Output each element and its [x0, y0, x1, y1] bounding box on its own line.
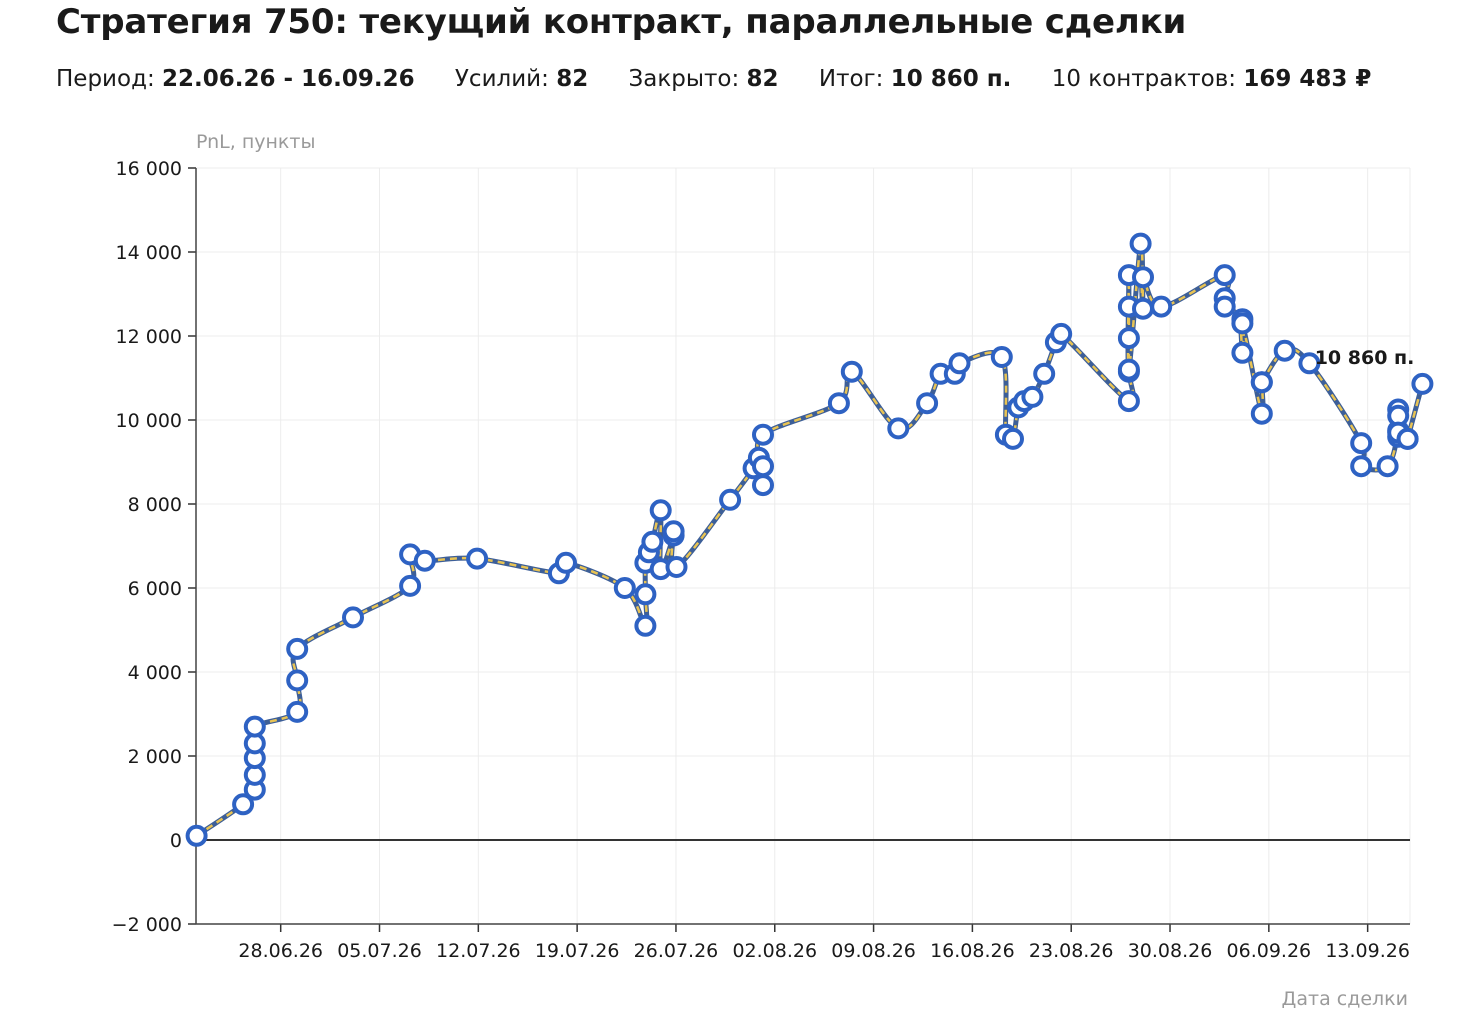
- stat-total-label: Итог:: [818, 66, 884, 92]
- data-point: [719, 488, 742, 511]
- data-point: [555, 551, 577, 574]
- y-tick-label: 8 000: [128, 494, 182, 516]
- data-point: [232, 793, 255, 816]
- stat-closed: Закрыто: 82: [629, 66, 779, 92]
- page-title: Стратегия 750: текущий контракт, паралле…: [56, 2, 1187, 42]
- data-point: [752, 474, 774, 497]
- stat-contracts: 10 контрактов: 169 483 ₽: [1052, 66, 1372, 92]
- y-tick-label: 0: [170, 830, 182, 852]
- y-tick-label: 4 000: [128, 662, 182, 684]
- data-point: [1129, 232, 1152, 255]
- y-tick-label: 14 000: [116, 242, 182, 264]
- data-point: [466, 547, 489, 570]
- data-point: [634, 614, 657, 637]
- x-tick-label: 26.07.26: [634, 940, 719, 962]
- data-point: [665, 556, 688, 578]
- y-tick-label: 12 000: [116, 326, 182, 348]
- data-point: [286, 637, 309, 660]
- data-points: [185, 232, 1434, 847]
- data-point: [1411, 372, 1434, 395]
- y-tick-label: 2 000: [128, 746, 182, 768]
- x-axis-title: Дата сделки: [1282, 988, 1408, 1010]
- summary-stats: Период: 22.06.26 - 16.09.26 Усилий: 82 З…: [56, 66, 1404, 92]
- x-tick-label: 12.07.26: [436, 940, 521, 962]
- data-point: [1021, 385, 1044, 408]
- x-tick-label: 13.09.26: [1325, 940, 1410, 962]
- data-point: [243, 715, 266, 738]
- data-point: [1033, 362, 1056, 385]
- stat-period-value: 22.06.26 - 16.09.26: [162, 66, 415, 92]
- x-tick-label: 05.07.26: [337, 940, 422, 962]
- stat-efforts: Усилий: 82: [455, 66, 588, 92]
- data-point: [752, 455, 774, 478]
- data-point: [649, 499, 672, 522]
- data-point: [916, 392, 939, 415]
- stat-period: Период: 22.06.26 - 16.09.26: [56, 66, 415, 92]
- data-point: [1150, 295, 1173, 318]
- x-tick-label: 16.08.26: [930, 940, 1015, 962]
- data-point: [1117, 358, 1140, 381]
- data-point: [1117, 390, 1140, 413]
- x-tick-label: 28.06.26: [238, 940, 323, 962]
- data-point: [1002, 427, 1024, 450]
- y-tick-label: −2 000: [112, 914, 182, 936]
- stat-efforts-value: 82: [556, 66, 589, 92]
- data-point: [286, 669, 309, 692]
- stat-total-value: 10 860 п.: [890, 66, 1012, 92]
- x-tick-label: 23.08.26: [1029, 940, 1114, 962]
- data-point: [1250, 371, 1273, 394]
- y-tick-label: 6 000: [128, 578, 182, 600]
- data-point: [948, 352, 971, 375]
- stat-contracts-label: 10 контрактов:: [1051, 66, 1237, 92]
- data-point: [1117, 327, 1140, 350]
- data-point: [1231, 341, 1254, 364]
- y-tick-label: 10 000: [116, 410, 182, 432]
- data-point: [1050, 322, 1073, 345]
- data-point: [1350, 455, 1373, 478]
- data-point: [1132, 266, 1154, 289]
- data-point: [1231, 312, 1254, 335]
- x-tick-label: 02.08.26: [732, 940, 817, 962]
- x-axis-spacer: [196, 925, 1410, 932]
- data-point: [887, 417, 910, 440]
- stat-total: Итог: 10 860 п.: [819, 66, 1012, 92]
- stat-closed-value: 82: [746, 66, 779, 92]
- data-point: [413, 549, 436, 572]
- x-tick-label: 19.07.26: [535, 940, 620, 962]
- x-tick-label: 30.08.26: [1128, 940, 1213, 962]
- stat-period-label: Период:: [56, 66, 155, 92]
- data-point: [399, 574, 422, 597]
- data-point: [1132, 297, 1154, 320]
- data-point: [613, 577, 636, 599]
- data-point: [827, 392, 850, 415]
- data-point: [1396, 427, 1419, 450]
- data-point: [990, 346, 1013, 368]
- data-point: [1213, 295, 1236, 318]
- data-point: [1250, 402, 1273, 425]
- y-tick-label: 16 000: [116, 158, 182, 180]
- data-point: [752, 423, 774, 446]
- axes: −2 000 0 2 000 4 000 6 000 8 000 10 000 12 000 1…: [112, 158, 1410, 962]
- last-value-label: 10 860 п.: [1315, 347, 1415, 369]
- data-point: [185, 824, 208, 847]
- stat-contracts-value: 169 483 ₽: [1243, 66, 1372, 92]
- data-point: [1298, 352, 1321, 375]
- data-point: [1350, 432, 1373, 455]
- data-point: [1213, 264, 1236, 287]
- data-point: [1273, 339, 1296, 362]
- data-point: [840, 360, 863, 383]
- data-point: [286, 700, 309, 723]
- stat-efforts-label: Усилий:: [454, 66, 549, 92]
- data-point: [342, 606, 364, 629]
- x-tick-label: 06.09.26: [1227, 940, 1312, 962]
- y-axis-title: PnL, пункты: [196, 131, 315, 153]
- data-point: [1376, 455, 1399, 478]
- x-tick-label: 09.08.26: [831, 940, 916, 962]
- data-point: [662, 520, 685, 543]
- data-point: [641, 530, 664, 553]
- stat-closed-label: Закрыто:: [628, 66, 740, 92]
- data-point: [634, 583, 657, 606]
